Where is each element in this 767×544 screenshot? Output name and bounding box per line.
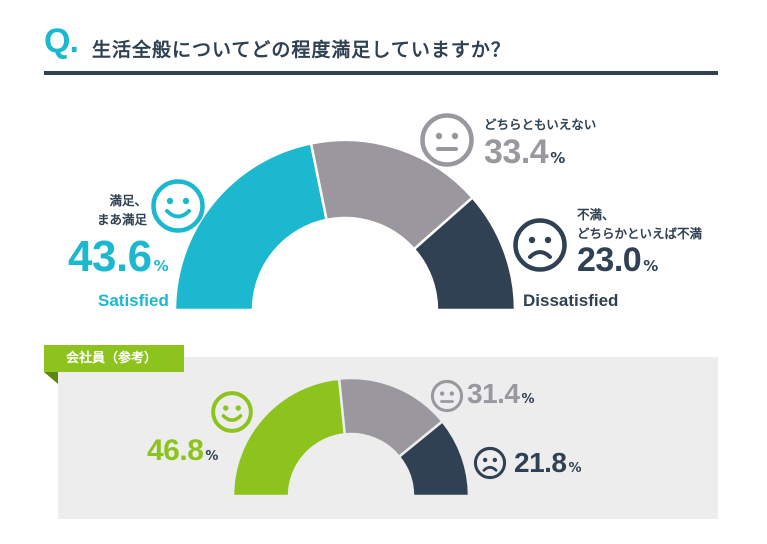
dissatisfied-unit: % <box>643 257 659 275</box>
satisfied-label: 満足、 まあ満足 <box>80 191 147 229</box>
dissatisfied-label-line2: どちらかといえば不満 <box>577 226 703 241</box>
sub-satisfied-value: 46.8 <box>147 434 204 467</box>
employee-half-donut-chart <box>233 378 469 496</box>
sub-neutral-value: 31.4 <box>467 378 520 409</box>
dissatisfied-label-line1: 不満、 <box>577 207 615 222</box>
sub-satisfied-segment <box>233 378 347 496</box>
dissatisfied-value: 23.0 <box>577 241 642 279</box>
main-half-donut-chart <box>175 140 515 310</box>
satisfied-segment <box>175 141 329 310</box>
neutral-label: どちらともいえない <box>484 117 597 132</box>
satisfied-label-line2: まあ満足 <box>96 212 147 227</box>
sub-satisfied-value-group: 46.8% <box>147 434 218 468</box>
tab-fold-decoration <box>44 372 58 384</box>
neutral-value: 33.4 <box>484 133 549 171</box>
satisfied-english-label: Satisfied <box>98 291 169 310</box>
satisfied-label-line1: 満足、 <box>109 193 147 208</box>
sub-dissatisfied-value: 21.8 <box>514 447 567 478</box>
neutral-unit: % <box>550 149 566 167</box>
neutral-value-group: 33.4% <box>484 133 565 172</box>
dissatisfied-value-group: 23.0% <box>577 241 658 280</box>
sub-neutral-face-icon <box>430 379 464 413</box>
sub-dissatisfied-unit: % <box>568 461 582 476</box>
satisfied-value: 43.6 <box>68 232 152 281</box>
title-divider <box>44 71 718 75</box>
smiling-face-icon <box>151 179 205 233</box>
sub-neutral-value-group: 31.4% <box>467 378 535 410</box>
question-mark-label: Q. <box>44 22 79 60</box>
frowning-face-icon <box>513 218 567 272</box>
satisfied-unit: % <box>153 257 169 275</box>
sub-neutral-unit: % <box>521 392 535 407</box>
neutral-face-icon <box>420 113 474 167</box>
sub-satisfied-unit: % <box>205 449 219 464</box>
sub-dissatisfied-segment <box>397 419 469 496</box>
satisfied-value-group: 43.6% <box>68 232 169 282</box>
employee-tab-label: 会社員（参考） <box>44 345 184 372</box>
dissatisfied-label: 不満、 どちらかといえば不満 <box>577 205 702 243</box>
sub-smiling-face-icon <box>211 391 253 433</box>
sub-dissatisfied-value-group: 21.8% <box>514 447 582 479</box>
sub-frowning-face-icon <box>473 446 507 480</box>
dissatisfied-english-label: Dissatisfied <box>523 291 619 310</box>
question-title: 生活全般についてどの程度満足していますか？ <box>92 39 511 61</box>
